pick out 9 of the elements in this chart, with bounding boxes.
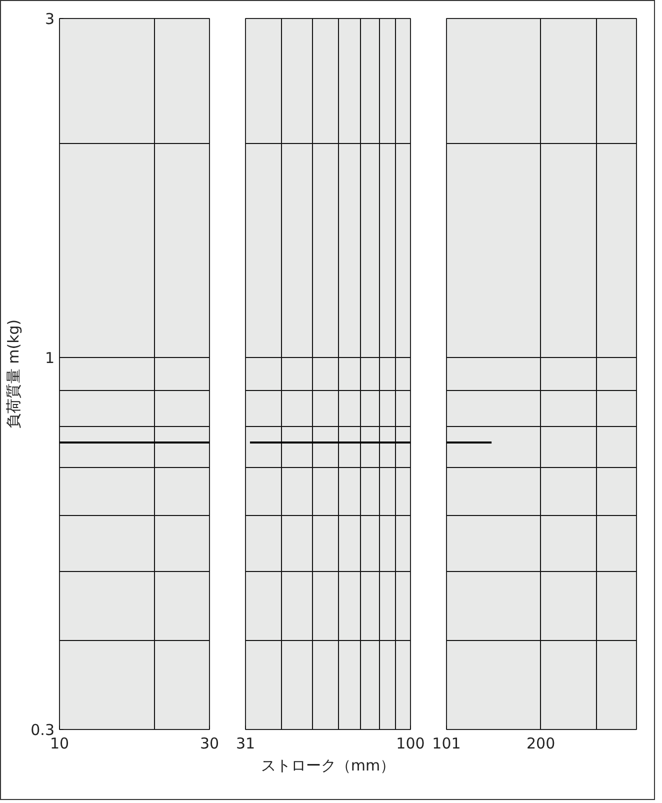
x-tick-label: 101 xyxy=(432,734,461,752)
x-axis-title: ストローク（mm） xyxy=(260,756,396,774)
x-tick-label: 100 xyxy=(396,734,425,752)
y-axis-title: 負荷質量 m(kg) xyxy=(4,319,23,429)
x-tick-label: 200 xyxy=(526,734,556,752)
x-tick-label: 31 xyxy=(236,734,256,752)
y-tick-label: 1 xyxy=(44,349,55,368)
y-tick-label: 3 xyxy=(44,10,55,28)
x-tick-label: 30 xyxy=(200,734,220,752)
